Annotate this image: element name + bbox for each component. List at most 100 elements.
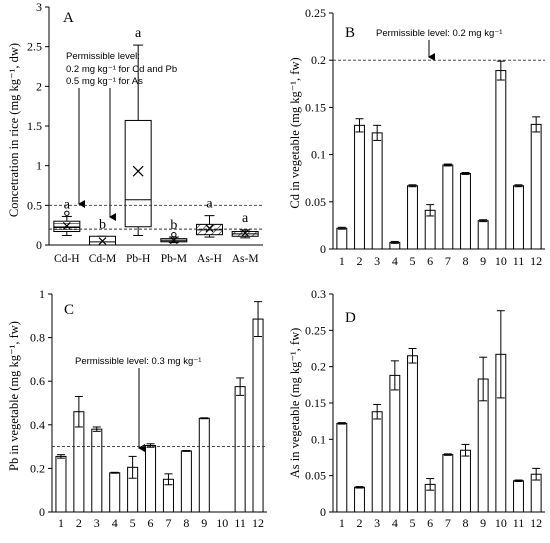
bar	[354, 124, 365, 250]
panel-d-x-tick-label: 4	[392, 516, 398, 530]
bar	[442, 454, 454, 513]
panel-c-annotation: Permissible level: 0.3 mg kg⁻¹	[75, 356, 201, 367]
panel-a-y-tick-label: 3	[36, 0, 42, 14]
panel-d-x-tick-label: 5	[410, 516, 416, 530]
bar	[442, 164, 454, 250]
panel-c-x-tick-label: 2	[76, 516, 82, 530]
panel-a-x-tick-label: As-M	[232, 253, 259, 265]
panel-a-x-tick-label: As-H	[197, 253, 222, 265]
box-mean-marker	[205, 224, 214, 233]
box-mean-marker	[169, 236, 178, 245]
bar	[407, 355, 418, 513]
bar	[389, 374, 401, 513]
panel-b-bar-chart: B Cd in vegetable (mg kg⁻¹, fw) Permissi…	[288, 6, 545, 268]
panel-c-y-tick-label: 0.2	[30, 461, 45, 475]
panel-d-bar-chart: D As in vegetable (mg kg⁻¹, fw) 0 0.05 0.1…	[288, 287, 545, 530]
panel-d-y-tick-label: 0.15	[305, 396, 326, 410]
panel-c-bar-chart: C Pb in vegetable (mg kg⁻¹, fw) Permissi…	[7, 287, 267, 530]
box-mean-marker	[98, 237, 107, 245]
panel-c-y-tick-label: 0.6	[30, 374, 45, 388]
bar	[336, 422, 348, 513]
panel-c-x-tick-label: 4	[112, 516, 118, 530]
panel-b-x-tick-label: 3	[374, 254, 380, 268]
bar	[407, 185, 418, 250]
panel-c-label: C	[64, 302, 74, 318]
box-significance-letter: a	[135, 26, 142, 41]
panel-c-x-tick-label: 12	[252, 516, 264, 530]
bar	[513, 480, 524, 513]
panel-a-y-tick-label: 1.5	[27, 119, 42, 133]
panel-a-annotation-line-2: 0.5 mg kg⁻¹ for As	[66, 76, 143, 87]
panel-d-x-tick-label: 7	[445, 516, 451, 530]
panel-b-y-tick-label: 0.2	[311, 53, 326, 67]
panel-b-y-tick-label: 0	[320, 242, 326, 256]
panel-b-x-tick-label: 6	[427, 254, 433, 268]
panel-d-x-tick-label: 9	[480, 516, 486, 530]
bar	[234, 386, 246, 513]
box-outlier-point	[64, 210, 70, 216]
bar	[91, 428, 103, 513]
panel-a-y-tick-label: 1	[36, 159, 42, 173]
bar	[460, 449, 471, 513]
panel-d-label: D	[345, 310, 356, 326]
panel-c-x-tick-label: 1	[58, 516, 64, 530]
panel-d-y-tick-label: 0.2	[311, 360, 326, 374]
panel-b-y-axis-label: Cd in vegetable (mg kg⁻¹, fw)	[288, 57, 302, 208]
panel-d-y-tick-label: 0.25	[305, 323, 326, 337]
panel-b-label: B	[345, 25, 355, 41]
box-mean-marker	[62, 222, 71, 230]
bar	[513, 185, 524, 250]
bar	[180, 450, 192, 513]
panel-b-x-tick-label: 5	[410, 254, 416, 268]
panel-b-y-tick-label: 0.1	[311, 148, 326, 162]
panel-a-x-tick-label: Cd-H	[54, 253, 80, 265]
box-outlier-point	[171, 231, 177, 238]
panel-c-x-tick-label: 11	[234, 516, 246, 530]
panel-d-y-tick-label: 0.05	[305, 469, 326, 483]
bar	[530, 123, 542, 250]
panel-b-x-tick-label: 11	[513, 254, 525, 268]
bar	[252, 318, 264, 513]
bar	[198, 417, 210, 513]
panel-a-annotation-line-1: 0.2 mg kg⁻¹ for Cd and Pb	[66, 64, 177, 75]
panel-a-y-tick-label: 0	[36, 238, 42, 252]
panel-d-x-tick-label: 12	[530, 516, 542, 530]
bar	[354, 486, 365, 513]
panel-a-label: A	[63, 10, 74, 26]
panel-a-annotation-title: Permissible level:	[66, 51, 140, 62]
panel-c-y-tick-label: 0.4	[30, 418, 45, 432]
panel-d-y-tick-label: 0	[320, 505, 326, 519]
box-significance-letter: a	[206, 197, 213, 212]
box-significance-letter: b	[170, 218, 177, 233]
panel-b-x-tick-label: 8	[463, 254, 469, 268]
bar	[460, 172, 471, 250]
panel-a-y-axis-label: Concetration in rice (mg kg⁻¹, dw)	[7, 43, 21, 217]
panel-a-y-tick-label: 2.5	[27, 40, 42, 54]
bar	[109, 472, 121, 513]
panel-d-x-tick-label: 3	[374, 516, 380, 530]
panel-c-x-tick-label: 7	[165, 516, 171, 530]
bar	[477, 220, 489, 250]
panel-b-y-tick-label: 0.05	[305, 195, 326, 209]
panel-c-y-tick-label: 0	[39, 505, 45, 519]
panel-c-x-tick-label: 3	[94, 516, 100, 530]
panel-c-x-tick-label: 9	[201, 516, 207, 530]
panel-d-x-tick-label: 11	[513, 516, 525, 530]
panel-b-y-tick-label: 0.25	[305, 6, 326, 20]
box-significance-letter: b	[99, 217, 106, 232]
panel-b-x-tick-label: 9	[480, 254, 486, 268]
panel-b-annotation: Permissible level: 0.2 mg kg⁻¹	[376, 28, 502, 39]
panel-d-x-tick-label: 8	[463, 516, 469, 530]
panel-c-y-tick-label: 0.8	[30, 331, 45, 345]
panel-b-x-tick-label: 1	[339, 254, 345, 268]
bar	[371, 411, 383, 513]
panel-c-y-tick-label: 1	[39, 287, 45, 301]
panel-d-y-tick-label: 0.1	[311, 432, 326, 446]
box-mean-marker	[241, 229, 250, 238]
panel-d-x-tick-label: 2	[357, 516, 363, 530]
box-body	[124, 119, 152, 228]
panel-d-y-tick-label: 0.3	[311, 287, 326, 301]
panel-d-x-tick-label: 1	[339, 516, 345, 530]
panel-a-y-tick-label: 2	[36, 79, 42, 93]
